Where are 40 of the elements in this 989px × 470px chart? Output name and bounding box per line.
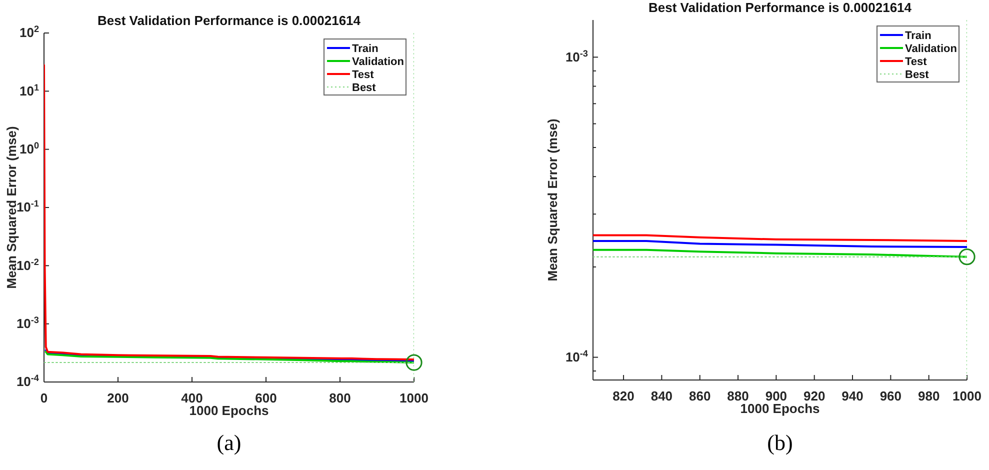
y-tick-label: 10$^{-4}$ (565, 348, 589, 364)
legend-label: Validation (352, 56, 404, 68)
y-tick-label: 10$^{-1}$ (16, 198, 39, 215)
y-tick-label: 10$^{1}$ (19, 82, 39, 98)
chart-title: Best Validation Performance is 0.00021614 (97, 13, 362, 28)
y-tick-label: 10$^{-4}$ (16, 373, 40, 390)
x-tick-label: 800 (329, 390, 351, 406)
x-tick-label: 840 (650, 388, 673, 404)
y-axis-title: Mean Squared Error (mse) (545, 118, 560, 282)
x-tick-label: 0 (40, 390, 48, 406)
x-tick-label: 960 (880, 388, 902, 404)
x-tick-label: 600 (255, 390, 277, 406)
text: (b) (767, 430, 793, 455)
x-tick-label: 1000 (952, 388, 982, 404)
y-tick-label: 10$^{-3}$ (565, 48, 588, 64)
chart-title: Best Validation Performance is 0.00021614 (648, 0, 912, 15)
x-axis-title: 1000 Epochs (740, 401, 820, 416)
y-tick-label: 10$^{2}$ (19, 24, 39, 40)
x-tick-label: 1000 (400, 390, 428, 406)
y-tick-label: 10$^{-3}$ (16, 314, 39, 331)
x-tick-label: 940 (842, 388, 864, 404)
text: (a) (216, 430, 242, 455)
legend-label: Validation (905, 43, 958, 55)
legend-label: Train (905, 30, 932, 42)
x-tick-label: 880 (727, 388, 749, 404)
legend-label: Best (905, 69, 930, 81)
legend-label: Test (905, 56, 928, 68)
legend-label: Best (352, 82, 376, 94)
x-tick-label: 200 (107, 390, 129, 406)
legend-label: Test (352, 69, 374, 81)
legend-label: Train (352, 43, 379, 55)
y-tick-label: 10$^{-2}$ (16, 256, 39, 273)
x-axis-title: 1000 Epochs (189, 403, 269, 418)
y-tick-label: 10$^{0}$ (19, 140, 39, 156)
x-tick-label: 980 (918, 388, 940, 404)
x-tick-label: 860 (689, 388, 711, 404)
x-tick-label: 920 (803, 388, 826, 404)
x-tick-label: 820 (612, 388, 634, 404)
x-tick-label: 900 (765, 388, 788, 404)
x-tick-label: 400 (181, 390, 203, 406)
